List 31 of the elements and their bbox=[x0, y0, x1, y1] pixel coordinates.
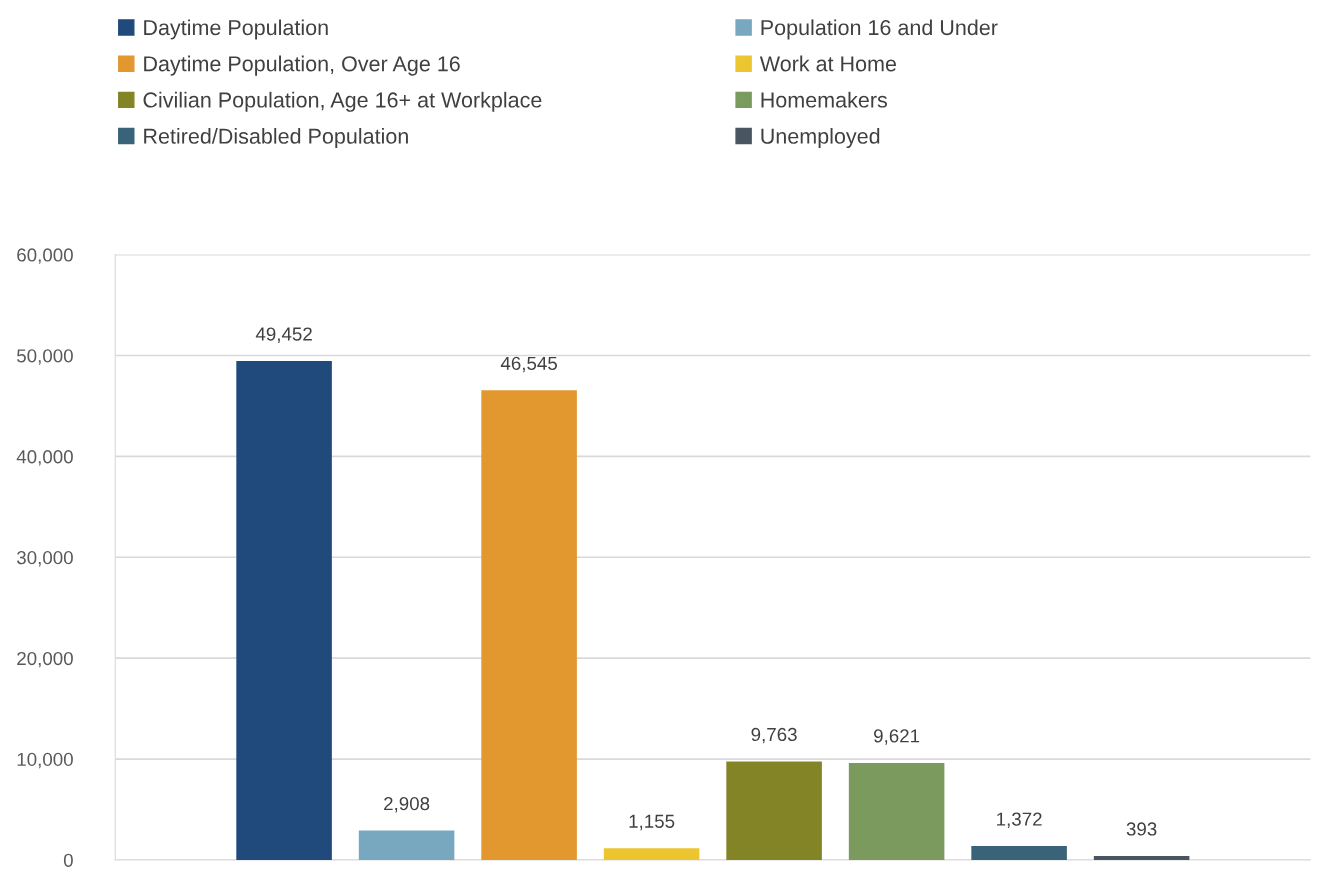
legend-label: Homemakers bbox=[761, 91, 887, 108]
data-label: 9,763 bbox=[751, 727, 797, 744]
y-tick-label: 10,000 bbox=[17, 752, 73, 769]
data-label: 2,908 bbox=[384, 796, 430, 813]
legend-label: Daytime Population bbox=[144, 19, 328, 40]
bar bbox=[1093, 856, 1190, 860]
legend-label: Unemployed bbox=[761, 128, 880, 149]
legend-label: Retired/Disabled Population bbox=[144, 128, 408, 149]
legend-label: Work at Home bbox=[759, 55, 896, 72]
y-tick-label: 0 bbox=[63, 853, 73, 867]
data-label: 46,545 bbox=[500, 356, 557, 373]
bar bbox=[848, 762, 945, 860]
bar bbox=[358, 830, 455, 860]
bar bbox=[726, 761, 822, 860]
data-label: 393 bbox=[1126, 822, 1157, 836]
bar bbox=[971, 846, 1067, 860]
y-tick-label: 30,000 bbox=[16, 550, 73, 567]
data-label: 49,452 bbox=[255, 327, 312, 343]
bar bbox=[603, 848, 700, 860]
data-label: 9,621 bbox=[874, 729, 920, 745]
y-tick-label: 40,000 bbox=[16, 450, 73, 466]
y-tick-label: 50,000 bbox=[17, 349, 73, 365]
bar bbox=[236, 361, 332, 860]
bar bbox=[481, 390, 577, 860]
data-label: 1,372 bbox=[997, 812, 1042, 828]
data-label: 1,155 bbox=[629, 814, 675, 831]
y-tick-label: 20,000 bbox=[17, 651, 73, 668]
legend-label: Population 16 and Under bbox=[761, 19, 998, 40]
legend-label: Daytime Population, Over Age 16 bbox=[144, 55, 460, 76]
y-tick-label: 60,000 bbox=[17, 248, 73, 264]
legend-label: Civilian Population, Age 16+ at Workplace bbox=[143, 91, 542, 112]
